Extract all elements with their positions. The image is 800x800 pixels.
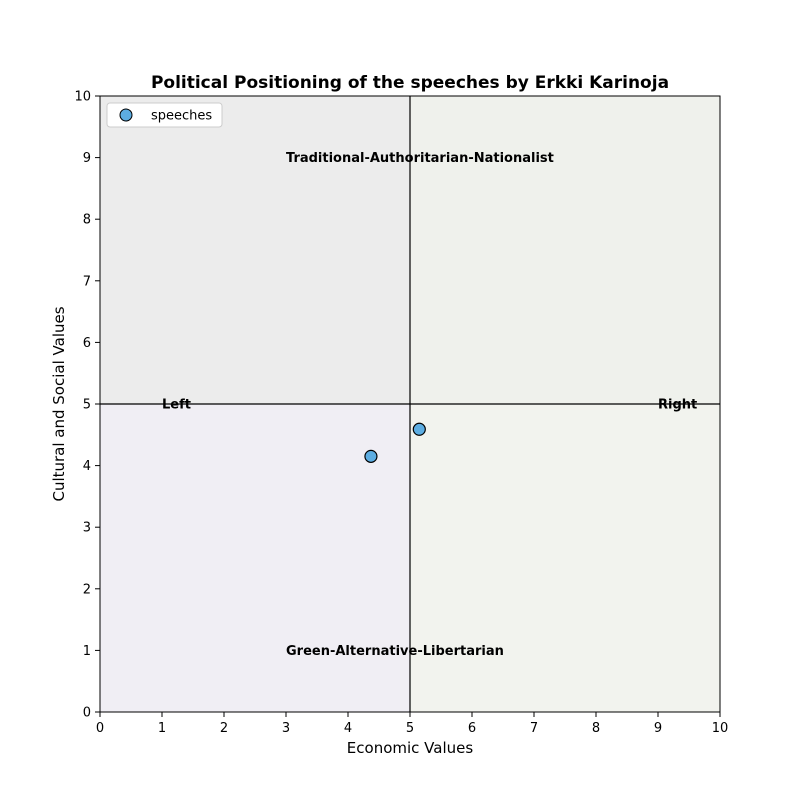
quadrant-label: Right (658, 398, 697, 413)
legend-box (106, 102, 223, 128)
scatter-point (364, 449, 378, 463)
legend: speeches (106, 102, 223, 128)
x-tick-label: 10 (712, 721, 729, 736)
y-tick-label: 3 (83, 521, 91, 536)
x-tick-label: 3 (282, 721, 290, 736)
quadrant-labels: Traditional-Authoritarian-Nationalist Gre… (162, 151, 697, 659)
x-tick-label: 4 (344, 721, 352, 736)
y-tick-label: 4 (83, 459, 91, 474)
x-tick-label: 2 (220, 721, 228, 736)
quadrant-label: Traditional-Authoritarian-Nationalist (286, 151, 554, 166)
y-axis-label: Cultural and Social Values (50, 306, 68, 501)
chart-title: Political Positioning of the speeches by… (151, 73, 669, 93)
quadrant-top-left (100, 96, 410, 404)
x-tick-label: 9 (654, 721, 662, 736)
x-tick-label: 6 (468, 721, 476, 736)
legend-label: speeches (151, 109, 212, 124)
x-tick-label: 7 (530, 721, 538, 736)
y-tick-label: 9 (83, 151, 91, 166)
y-tick-label: 0 (83, 706, 91, 721)
scatter-point (412, 422, 426, 436)
x-tick-label: 5 (406, 721, 414, 736)
quadrant-top-right (410, 96, 720, 404)
quadrant-bottom-left (100, 404, 410, 712)
legend-marker (119, 108, 133, 122)
y-tick-label: 7 (83, 274, 91, 289)
x-axis-label: Economic Values (347, 739, 474, 757)
quadrant-label: Left (162, 398, 191, 413)
scatter-points (364, 422, 426, 463)
x-tick-label: 0 (96, 721, 104, 736)
y-tick-label: 5 (83, 398, 91, 413)
y-tick-label: 10 (74, 90, 91, 105)
quadrant-bottom-right (410, 404, 720, 712)
x-tick-label: 8 (592, 721, 600, 736)
y-tick-label: 6 (83, 336, 91, 351)
quadrant-backgrounds (100, 96, 720, 712)
quadrant-label: Green-Alternative-Libertarian (286, 644, 504, 659)
y-axis-ticks: 0 1 2 3 4 5 6 7 8 9 10 (74, 90, 100, 721)
x-tick-label: 1 (158, 721, 166, 736)
y-tick-label: 1 (83, 644, 91, 659)
x-axis-ticks: 0 1 2 3 4 5 6 7 8 9 10 (96, 712, 728, 736)
y-tick-label: 2 (83, 582, 91, 597)
y-tick-label: 8 (83, 213, 91, 228)
